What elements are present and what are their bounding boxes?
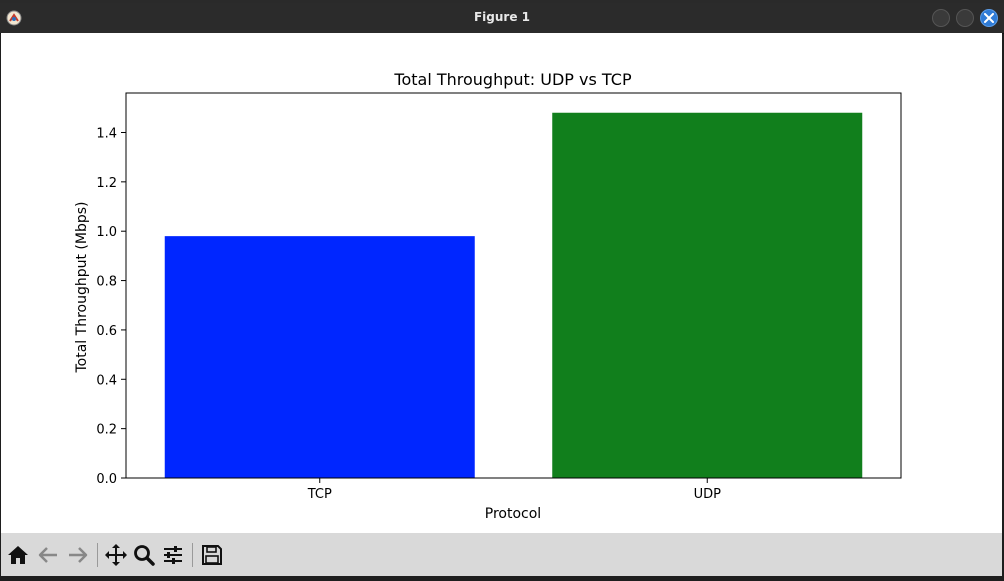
maximize-button[interactable] — [956, 9, 974, 27]
close-button[interactable] — [980, 9, 998, 27]
home-button[interactable] — [5, 542, 31, 568]
y-tick-label: 0.0 — [96, 472, 117, 487]
x-tick-label: TCP — [307, 487, 332, 502]
back-button[interactable] — [35, 542, 61, 568]
x-axis-label: Protocol — [485, 506, 541, 522]
y-tick-label: 1.0 — [96, 225, 117, 240]
bar-chart: Total Throughput: UDP vs TCP Total Throu… — [74, 70, 902, 522]
y-tick-label: 0.2 — [96, 423, 117, 438]
save-button[interactable] — [199, 542, 225, 568]
y-tick-label: 1.4 — [96, 126, 117, 141]
bar-tcp — [164, 236, 475, 478]
y-tick-label: 0.6 — [96, 324, 117, 339]
home-icon — [8, 546, 28, 564]
close-icon — [984, 13, 994, 23]
pan-move-icon — [105, 544, 127, 566]
navigation-toolbar — [1, 533, 1002, 576]
y-tick-label: 0.4 — [96, 373, 117, 388]
zoom-button[interactable] — [131, 542, 157, 568]
plot-frame — [125, 92, 902, 479]
sliders-icon — [164, 546, 182, 564]
forward-button[interactable] — [65, 542, 91, 568]
x-tick-label: UDP — [694, 487, 722, 502]
chart-title: Total Throughput: UDP vs TCP — [393, 70, 632, 89]
window-bottom-edge — [0, 576, 1004, 581]
y-tick-label: 1.2 — [96, 176, 117, 191]
configure-subplots-button[interactable] — [160, 542, 186, 568]
window-title: Figure 1 — [473, 10, 531, 24]
zoom-magnifier-icon — [134, 545, 155, 566]
save-floppy-icon — [202, 545, 222, 565]
pan-button[interactable] — [103, 542, 129, 568]
forward-arrow-icon — [69, 547, 88, 563]
window-titlebar[interactable]: Figure 1 — [0, 3, 1004, 34]
bar-udp — [552, 112, 863, 478]
y-tick-label: 0.8 — [96, 275, 117, 290]
toolbar-separator — [97, 543, 98, 567]
app-icon — [6, 10, 22, 26]
background-app-strip — [0, 0, 1004, 3]
minimize-button[interactable] — [932, 9, 950, 27]
toolbar-separator — [192, 543, 193, 567]
back-arrow-icon — [38, 547, 57, 563]
y-axis-label: Total Throughput (Mbps) — [74, 202, 90, 374]
figure-canvas[interactable]: Total Throughput: UDP vs TCP Total Throu… — [1, 33, 1002, 533]
